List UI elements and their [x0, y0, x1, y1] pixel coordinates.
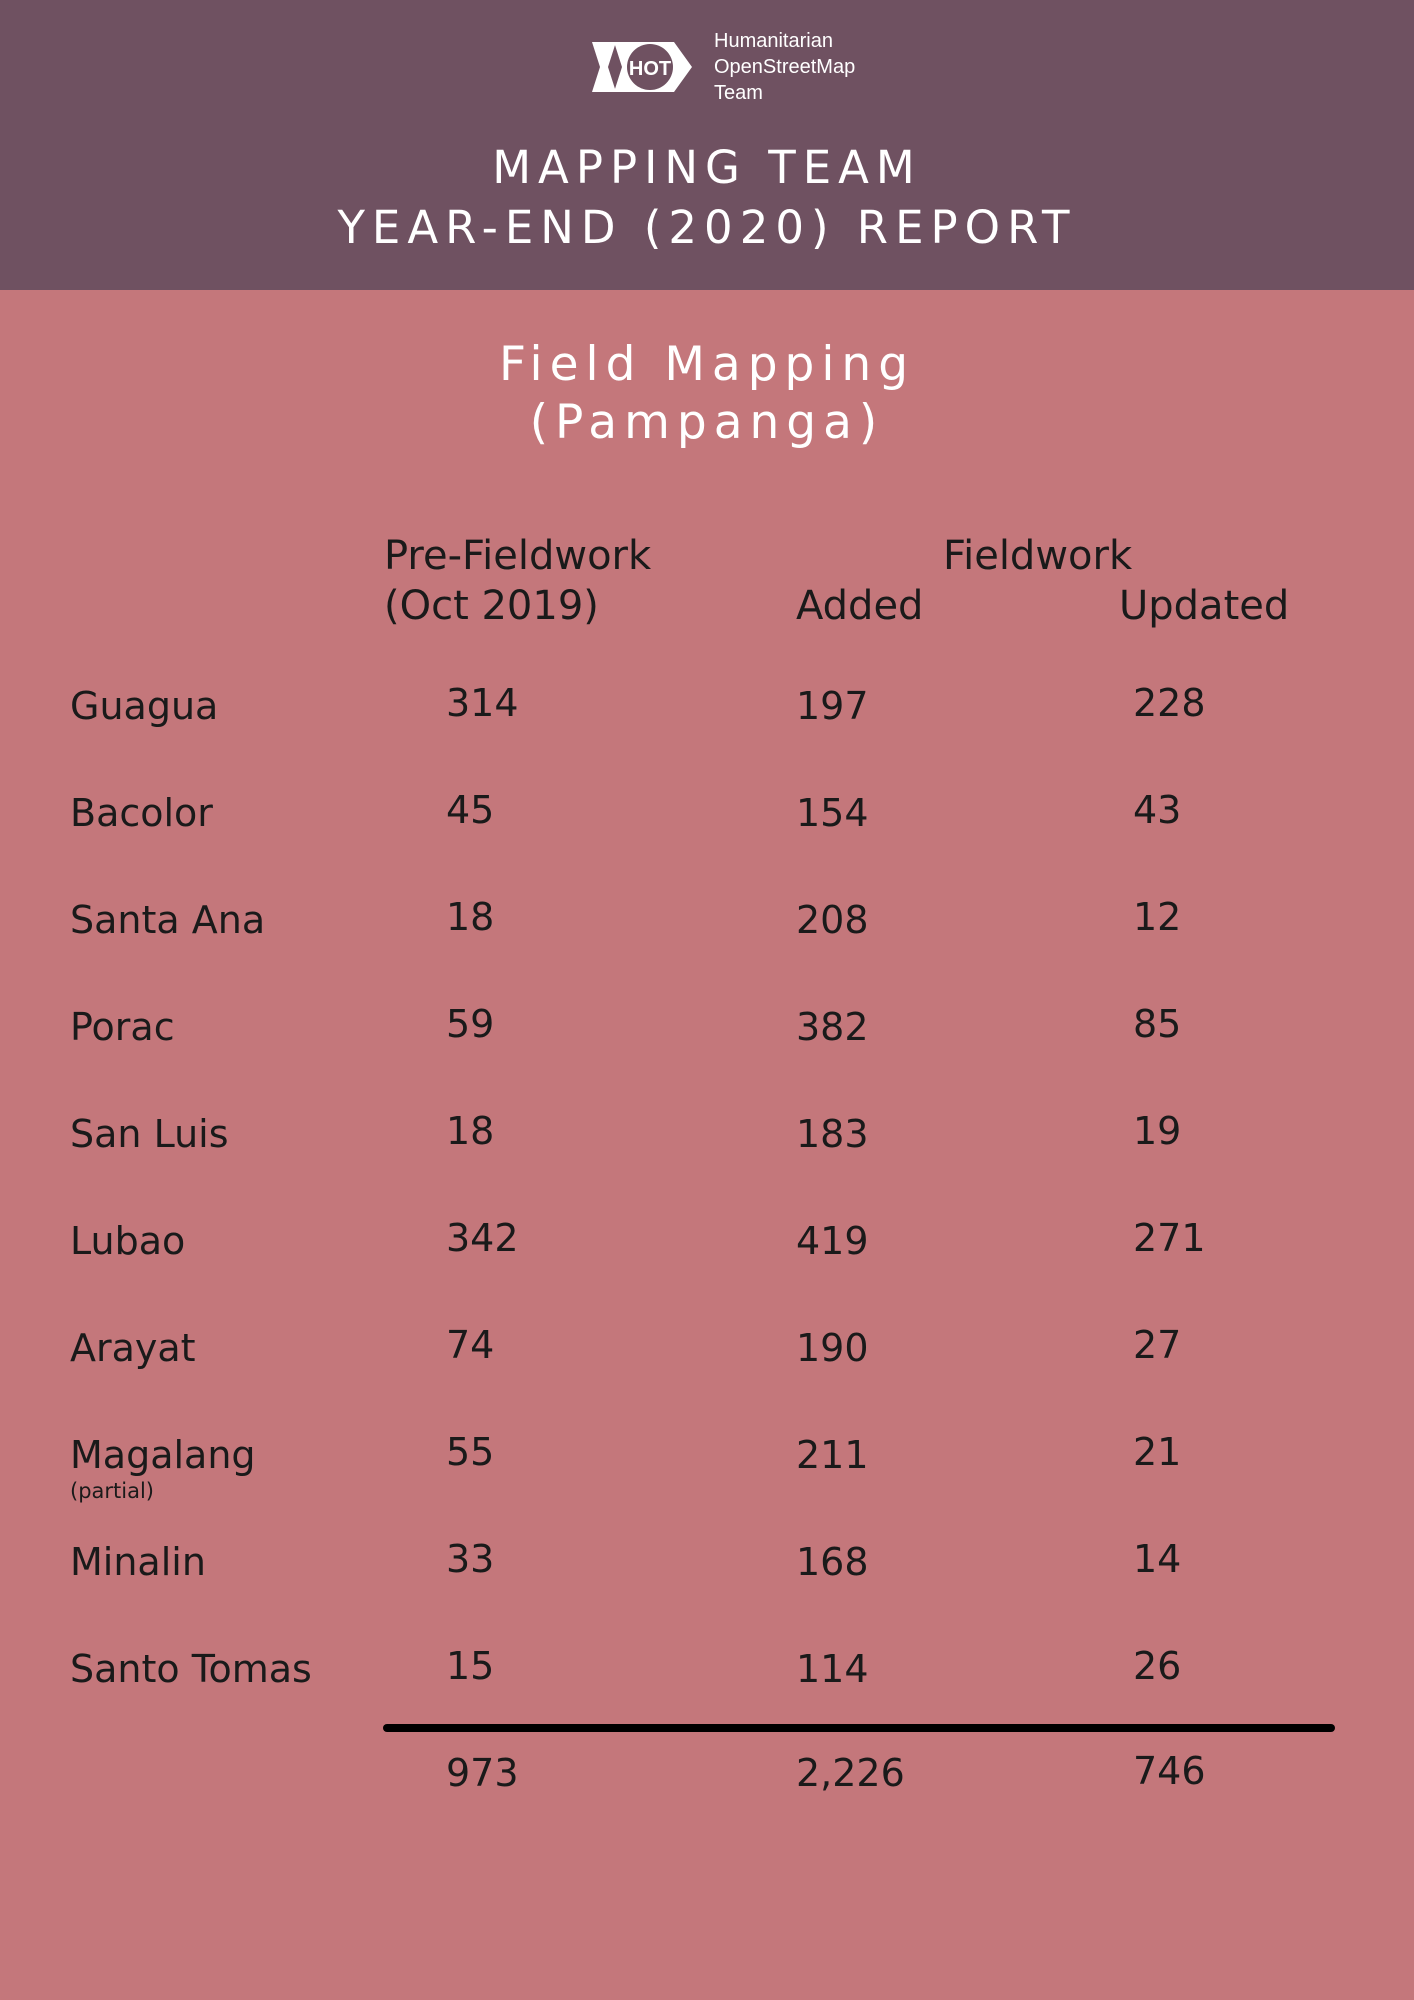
report-title-line-1: MAPPING TEAM [492, 141, 922, 194]
row-pre-fieldwork: 45 [446, 788, 495, 832]
row-added: 208 [796, 898, 869, 942]
col-header-added: Added [796, 583, 924, 629]
row-pre-fieldwork: 59 [446, 1002, 495, 1046]
col-header-updated: Updated [1119, 583, 1290, 629]
row-added: 382 [796, 1005, 869, 1049]
section-title-line-1: Field Mapping [498, 337, 916, 392]
hot-logo-icon: HOT [592, 42, 692, 92]
col-header-pre-fieldwork: Pre-Fieldwork [384, 533, 652, 579]
row-updated: 27 [1133, 1323, 1182, 1367]
row-added: 168 [796, 1540, 869, 1584]
row-pre-fieldwork: 314 [446, 681, 519, 725]
row-pre-fieldwork: 74 [446, 1323, 495, 1367]
row-added: 183 [796, 1112, 869, 1156]
row-added: 114 [796, 1647, 869, 1691]
row-name: Guagua [70, 684, 219, 728]
totals-divider [383, 1724, 1335, 1732]
col-header-fieldwork: Fieldwork [943, 533, 1133, 579]
total-updated: 746 [1133, 1749, 1206, 1793]
row-name: Arayat [70, 1326, 196, 1370]
row-name: Magalang [70, 1433, 256, 1477]
row-updated: 26 [1133, 1644, 1182, 1688]
logo-line-3: Team [714, 82, 763, 104]
row-pre-fieldwork: 342 [446, 1216, 519, 1260]
row-pre-fieldwork: 18 [446, 1109, 495, 1153]
total-added: 2,226 [796, 1751, 905, 1795]
row-name: Minalin [70, 1540, 206, 1584]
section-title-line-2: (Pampanga) [529, 395, 885, 450]
col-header-pre-fieldwork-date: (Oct 2019) [384, 583, 599, 629]
row-name: San Luis [70, 1112, 229, 1156]
row-added: 211 [796, 1433, 869, 1477]
row-updated: 19 [1133, 1109, 1182, 1153]
row-pre-fieldwork: 18 [446, 895, 495, 939]
row-added: 190 [796, 1326, 869, 1370]
row-updated: 271 [1133, 1216, 1206, 1260]
row-updated: 14 [1133, 1537, 1182, 1581]
row-added: 419 [796, 1219, 869, 1263]
row-name-note: (partial) [70, 1479, 154, 1503]
row-name: Bacolor [70, 791, 213, 835]
logo-line-2: OpenStreetMap [714, 56, 856, 78]
row-updated: 85 [1133, 1002, 1182, 1046]
row-name: Santo Tomas [70, 1647, 312, 1691]
row-added: 197 [796, 684, 869, 728]
total-pre-fieldwork: 973 [446, 1751, 519, 1795]
report-header: HOT Humanitarian OpenStreetMap Team MAPP… [0, 0, 1414, 290]
row-name: Porac [70, 1005, 175, 1049]
hot-logo: HOT Humanitarian OpenStreetMap Team [586, 28, 886, 104]
row-pre-fieldwork: 55 [446, 1430, 495, 1474]
row-updated: 21 [1133, 1430, 1182, 1474]
row-name: Santa Ana [70, 898, 266, 942]
logo-mark-text: HOT [629, 58, 671, 80]
row-name: Lubao [70, 1219, 186, 1263]
row-updated: 43 [1133, 788, 1182, 832]
logo-line-1: Humanitarian [714, 30, 833, 52]
row-pre-fieldwork: 15 [446, 1644, 495, 1688]
row-updated: 12 [1133, 895, 1182, 939]
row-updated: 228 [1133, 681, 1206, 725]
report-title-line-2: YEAR-END (2020) REPORT [337, 201, 1077, 254]
row-pre-fieldwork: 33 [446, 1537, 495, 1581]
row-added: 154 [796, 791, 869, 835]
logo-org-name: Humanitarian OpenStreetMap Team [714, 28, 855, 106]
